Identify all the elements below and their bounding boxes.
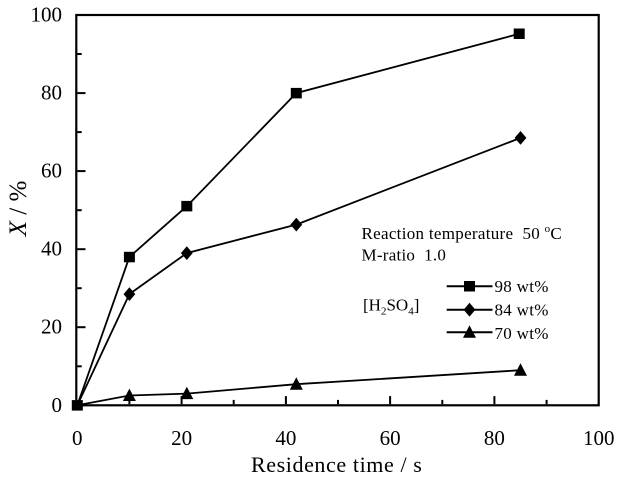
- svg-text:[H2SO4]: [H2SO4]: [363, 296, 419, 318]
- svg-text:80: 80: [484, 426, 505, 450]
- svg-text:40: 40: [41, 237, 62, 261]
- svg-text:98 wt%: 98 wt%: [495, 277, 549, 296]
- svg-text:70 wt%: 70 wt%: [495, 324, 549, 343]
- svg-text:100: 100: [31, 3, 63, 27]
- svg-text:0: 0: [72, 426, 83, 450]
- svg-text:100: 100: [583, 426, 615, 450]
- svg-text:M-ratio 1.0: M-ratio 1.0: [362, 246, 447, 265]
- svg-text:84 wt%: 84 wt%: [495, 300, 549, 319]
- svg-text:60: 60: [41, 159, 62, 183]
- svg-text:20: 20: [171, 426, 192, 450]
- svg-text:80: 80: [41, 81, 62, 105]
- svg-text:40: 40: [275, 426, 296, 450]
- svg-text:Reaction temperature 50 oC: Reaction temperature 50 oC: [362, 223, 563, 243]
- svg-text:0: 0: [52, 393, 63, 417]
- svg-text:20: 20: [41, 315, 62, 339]
- svg-text:60: 60: [380, 426, 401, 450]
- svg-text:X / %: X / %: [5, 181, 32, 238]
- svg-text:Residence time / s: Residence time / s: [251, 452, 422, 477]
